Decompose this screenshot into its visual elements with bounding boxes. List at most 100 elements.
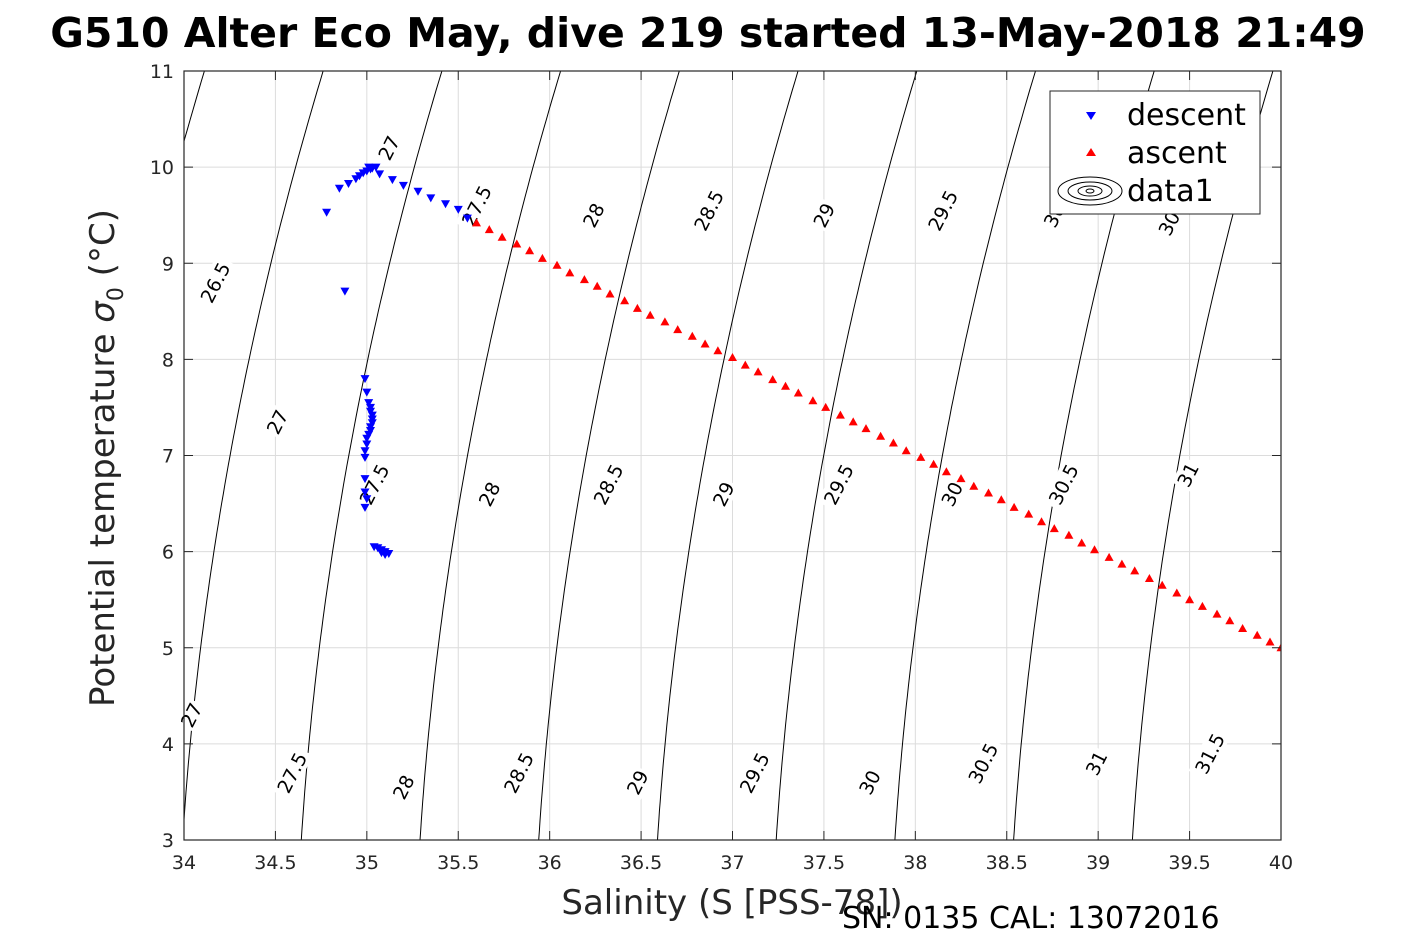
y-tick-label: 8 <box>162 349 174 371</box>
descent-point <box>362 440 372 449</box>
ascent-point <box>728 353 737 361</box>
y-tick-label: 3 <box>162 830 174 852</box>
contour-label-background <box>577 197 610 233</box>
series-descent <box>322 163 472 559</box>
ascent-point <box>687 331 697 340</box>
x-tick-label: 38 <box>903 852 927 874</box>
descent-point <box>380 548 390 557</box>
descent-point <box>360 488 370 497</box>
contour-label-background <box>687 183 730 238</box>
ascent-point <box>1064 530 1074 539</box>
ascent-point <box>1157 580 1167 589</box>
ascent-point <box>1104 552 1114 561</box>
ascent-point <box>497 232 507 241</box>
descent-point <box>371 163 381 172</box>
ascent-point <box>673 325 683 334</box>
legend-descent-label: descent <box>1127 98 1246 133</box>
descent-point <box>360 503 370 512</box>
legend-contour-icon <box>1057 176 1123 206</box>
descent-point <box>364 399 374 408</box>
ascent-point <box>956 474 966 483</box>
ascent-point <box>512 239 522 248</box>
contour-label-background <box>587 457 630 512</box>
contour-label-background <box>1080 745 1113 781</box>
ascent-point <box>835 410 845 419</box>
ascent-point <box>700 339 710 348</box>
serial-calibration-note: SN: 0135 CAL: 13072016 <box>842 901 1220 936</box>
contour-label-background <box>961 735 1005 791</box>
grid-lines <box>184 71 1281 840</box>
contour-label-background <box>1188 726 1231 781</box>
ascent-point <box>941 467 951 476</box>
descent-point <box>362 434 372 443</box>
ascent-point <box>605 289 615 298</box>
ascent-point <box>632 303 642 312</box>
ascent-point <box>484 225 494 234</box>
density-contour-line <box>0 52 92 859</box>
ascent-point <box>929 459 939 468</box>
ascent-point <box>848 417 858 426</box>
contour-label-background <box>193 255 237 310</box>
ascent-point <box>592 281 602 290</box>
y-tick-label: 10 <box>150 157 174 179</box>
density-contour-line <box>300 71 443 840</box>
ascent-point <box>1185 595 1195 604</box>
y-tick-label: 11 <box>150 61 174 83</box>
ascent-point <box>740 360 750 369</box>
ascent-point <box>861 424 871 433</box>
ascent-point <box>1049 524 1059 533</box>
legend-ascent-marker <box>1086 148 1096 156</box>
x-tick-label: 39.5 <box>1168 852 1210 874</box>
contour-label-background <box>387 769 420 805</box>
ascent-point <box>821 402 831 411</box>
descent-point <box>426 194 436 203</box>
ascent-point <box>620 296 630 305</box>
x-tick-label: 37.5 <box>803 852 845 874</box>
contour-label-background <box>352 457 396 512</box>
ascent-point <box>579 275 589 284</box>
x-tick-label: 35 <box>355 852 379 874</box>
ascent-point <box>1225 616 1235 625</box>
x-tick-label: 39 <box>1086 852 1110 874</box>
contour-label-background <box>270 745 314 800</box>
legend-descent-marker <box>1086 112 1096 120</box>
ascent-point <box>901 446 911 455</box>
y-tick-label: 4 <box>162 734 174 756</box>
descent-point <box>375 170 385 179</box>
descent-point <box>344 180 353 188</box>
ascent-point <box>1252 630 1262 639</box>
ascent-point <box>916 452 926 461</box>
ascent-point <box>1090 545 1099 554</box>
ascent-point <box>1212 609 1222 618</box>
ascent-point <box>1144 574 1154 582</box>
ascent-point <box>888 438 898 447</box>
data-series <box>322 163 1281 652</box>
ascent-point <box>1009 502 1019 511</box>
series-ascent <box>472 218 1281 652</box>
ascent-point <box>753 367 763 376</box>
contour-label-background <box>1171 457 1204 493</box>
ascent-point <box>781 381 790 390</box>
x-tick-label: 38.5 <box>986 852 1028 874</box>
descent-point <box>334 184 344 193</box>
y-tick-label: 5 <box>162 638 174 660</box>
ascent-point <box>1238 624 1248 632</box>
ascent-point <box>1197 601 1207 610</box>
x-tick-label: 36.5 <box>620 852 662 874</box>
ascent-point <box>984 488 993 497</box>
descent-point <box>360 375 370 384</box>
legend-data1-label: data1 <box>1127 174 1214 209</box>
ascent-point <box>552 260 562 269</box>
contour-label-background <box>261 404 294 440</box>
descent-point <box>364 163 374 172</box>
x-tick-label: 37 <box>720 852 744 874</box>
legend[interactable]: descent ascent data1 <box>1049 90 1261 215</box>
chart-title: G510 Alter Eco May, dive 219 started 13-… <box>50 9 1365 57</box>
contour-label-background <box>853 764 886 800</box>
ascent-point <box>768 375 778 384</box>
contour-label-background <box>175 697 208 733</box>
density-contour-line <box>419 71 562 840</box>
density-contour-line <box>538 71 680 840</box>
ascent-point <box>525 246 535 255</box>
ascent-point <box>1077 538 1087 547</box>
